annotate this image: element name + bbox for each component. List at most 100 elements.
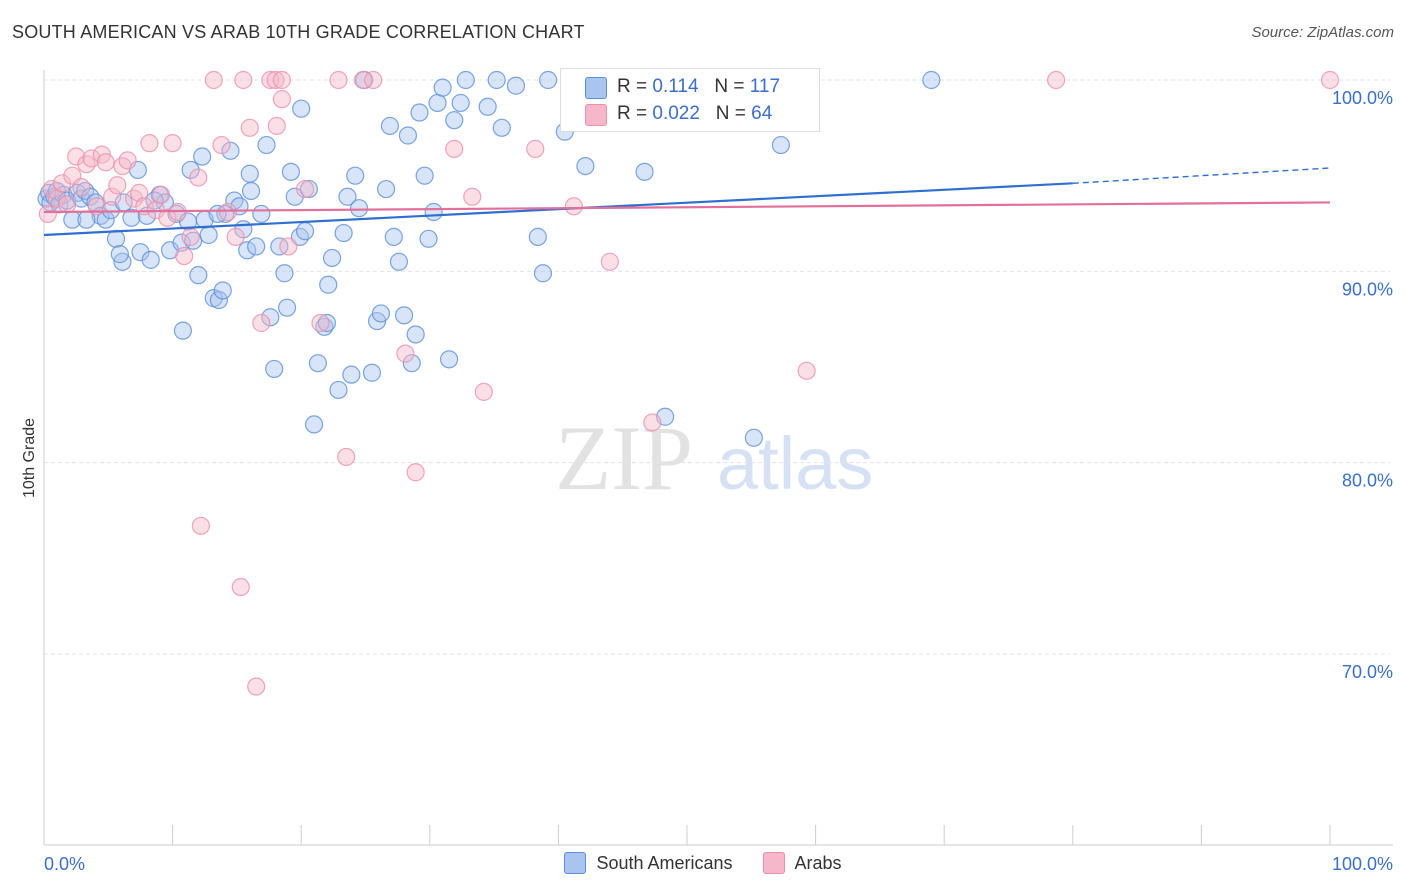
point-south-americans (346, 166, 365, 185)
point-arabs (279, 237, 298, 256)
point-south-americans (445, 111, 464, 130)
x-tick-label: 0.0% (44, 854, 85, 874)
point-south-americans (221, 141, 240, 160)
point-south-americans (744, 428, 763, 447)
point-arabs (1320, 70, 1340, 90)
point-south-americans (122, 208, 141, 227)
point-south-americans (376, 179, 396, 199)
point-arabs (643, 413, 662, 432)
legend-swatch-arabs (762, 852, 785, 874)
point-south-americans (131, 243, 150, 262)
y-axis-title: 10th Grade (21, 418, 38, 498)
point-south-americans (277, 298, 297, 317)
point-south-americans (308, 354, 328, 373)
point-arabs (181, 227, 200, 246)
point-arabs (329, 70, 348, 90)
point-south-americans (285, 187, 304, 206)
r-value-south-americans: 0.114 (652, 76, 699, 97)
point-south-americans (389, 252, 409, 271)
n-value-south-americans: 117 (749, 76, 781, 97)
point-south-americans (257, 135, 276, 155)
legend-label-south-americans: South Americans (596, 852, 733, 873)
point-south-americans (406, 325, 425, 344)
point-south-americans (304, 415, 324, 434)
point-south-americans (317, 313, 337, 333)
point-arabs (191, 516, 210, 535)
n-value-arabs: 64 (751, 103, 773, 124)
point-arabs (72, 178, 91, 197)
point-south-americans (576, 157, 595, 176)
point-arabs (311, 313, 330, 333)
point-south-americans (533, 264, 553, 283)
point-south-americans (295, 222, 315, 241)
point-south-americans (240, 164, 259, 183)
point-arabs (67, 147, 86, 166)
point-south-americans (428, 93, 447, 113)
point-arabs (364, 70, 383, 90)
point-arabs (103, 187, 122, 206)
point-south-americans (349, 199, 369, 218)
point-south-americans (415, 166, 434, 185)
point-arabs (113, 157, 132, 176)
point-arabs (240, 118, 259, 137)
source-label: Source: ZipAtlas.com (1251, 24, 1394, 41)
point-south-americans (419, 229, 438, 248)
point-arabs (226, 227, 245, 246)
point-south-americans (225, 191, 244, 210)
point-south-americans (439, 350, 459, 369)
point-south-americans (506, 76, 526, 95)
point-arabs (77, 155, 96, 174)
point-south-americans (319, 275, 338, 294)
point-south-americans (362, 363, 382, 382)
point-arabs (124, 189, 144, 208)
x-tick-label: 100.0% (1332, 854, 1393, 874)
point-south-americans (635, 162, 654, 181)
trendline-arabs (43, 201, 1331, 214)
point-south-americans (247, 237, 266, 256)
legend-swatch-south-americans (564, 852, 587, 874)
y-tick-label: 90.0% (1342, 279, 1393, 299)
point-arabs (175, 246, 194, 266)
point-south-americans (487, 70, 506, 90)
point-arabs (158, 208, 177, 227)
stats-row-south-americans: R = 0.114 N = 117 (585, 74, 780, 100)
point-south-americans (433, 78, 452, 97)
point-south-americans (193, 147, 212, 166)
stats-row-arabs: R = 0.022 N = 64 (585, 101, 772, 127)
point-arabs (600, 252, 619, 271)
point-south-americans (299, 179, 319, 199)
point-arabs (396, 344, 415, 363)
point-south-americans (181, 160, 200, 180)
point-south-americans (209, 290, 228, 310)
r-label: R = (617, 76, 648, 97)
legend-item-south-americans[interactable]: South Americans (564, 852, 733, 874)
point-south-americans (275, 264, 294, 283)
y-tick-label: 100.0% (1332, 88, 1393, 108)
point-south-americans (451, 93, 470, 113)
point-south-americans (281, 162, 301, 181)
point-arabs (295, 179, 315, 199)
point-south-americans (338, 187, 357, 206)
point-arabs (234, 70, 253, 90)
point-arabs (163, 134, 182, 153)
point-arabs (797, 361, 816, 380)
point-south-americans (342, 365, 361, 384)
point-south-americans (394, 306, 414, 325)
point-south-americans (380, 116, 400, 136)
legend-item-arabs[interactable]: Arabs (762, 852, 842, 874)
r-label: R = (617, 103, 648, 124)
point-arabs (353, 70, 373, 90)
point-arabs (58, 195, 77, 214)
point-arabs (445, 139, 464, 158)
point-south-americans (238, 241, 257, 260)
point-south-americans (322, 248, 342, 268)
point-south-americans (172, 233, 191, 252)
point-south-americans (213, 281, 232, 300)
point-arabs (463, 187, 482, 206)
point-arabs (212, 135, 231, 155)
point-arabs (151, 185, 171, 204)
point-south-americans (371, 304, 391, 323)
point-south-americans (106, 229, 126, 248)
point-south-americans (492, 118, 511, 137)
